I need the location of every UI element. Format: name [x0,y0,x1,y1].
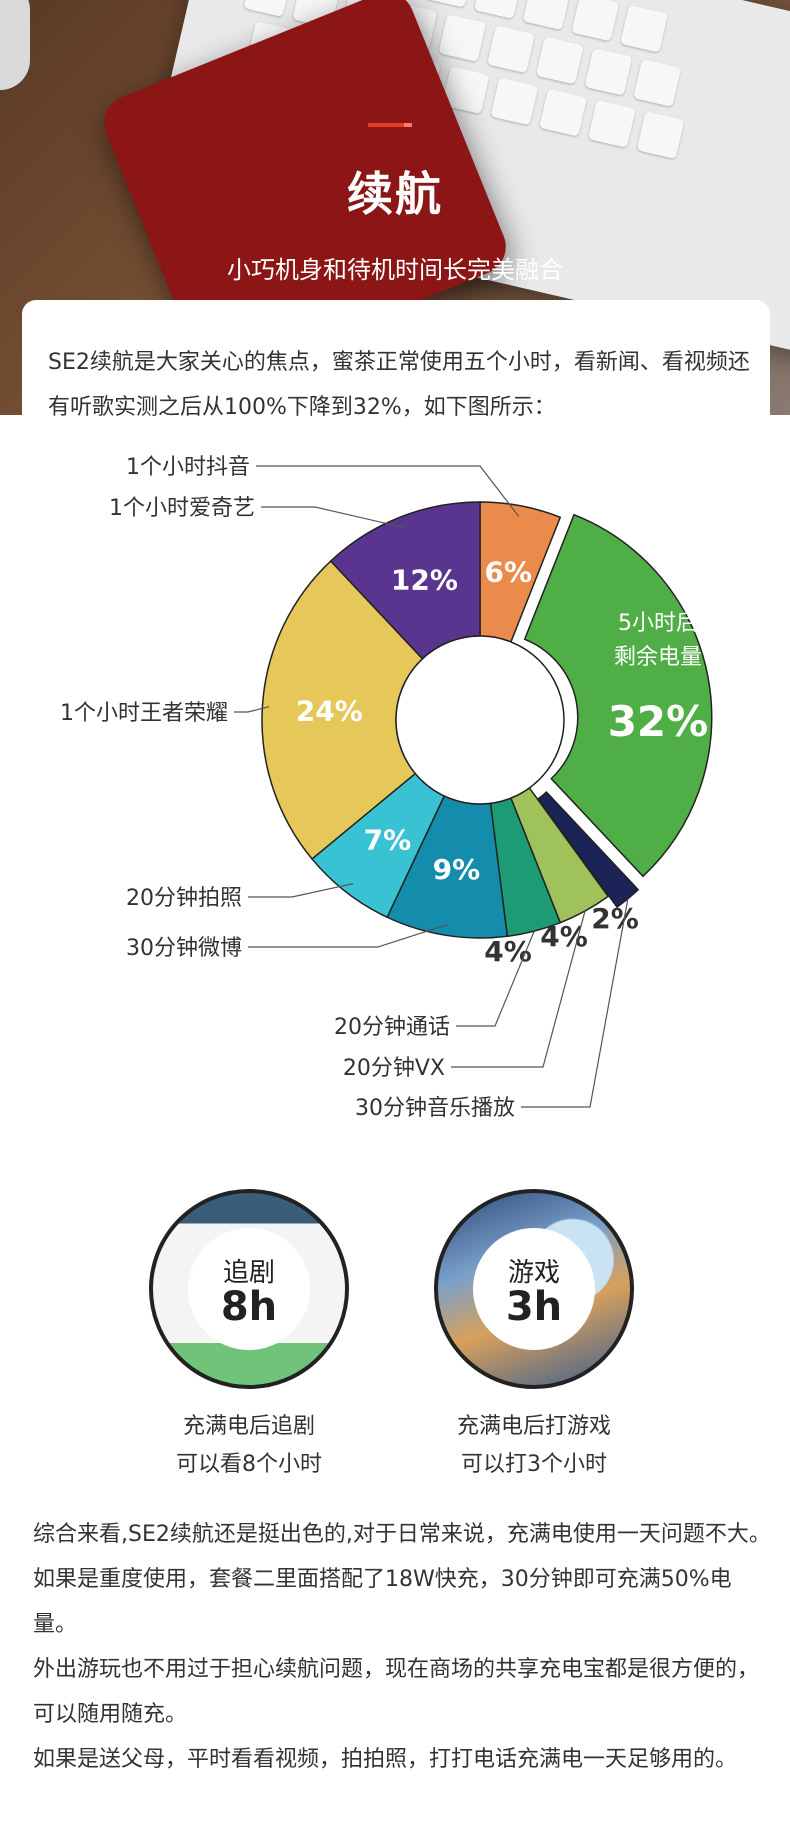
title-accent-bar [368,123,404,127]
summary-paragraph: 外出游玩也不用过于担心续航问题，现在商场的共享充电宝都是很方便的，可以随用随充。 [33,1657,760,1727]
slice-category-label: 30分钟微博 [126,936,242,961]
drama-caption-line2: 可以看8个小时 [176,1452,322,1477]
drama-badge: 追剧 8h [149,1189,349,1389]
slice-category-label: 20分钟VX [343,1056,445,1081]
game-badge-center: 游戏 3h [473,1228,595,1350]
battery-pie-chart: 6%1个小时抖音5小时后剩余电量32%2%30分钟音乐播放4%20分钟VX4%2… [60,455,713,1121]
slice-percent-label: 24% [296,695,363,728]
slice-percent-label: 4% [484,935,532,968]
summary-text: 综合来看,SE2续航还是挺出色的,对于日常来说，充满电使用一天问题不大。如果是重… [33,1512,773,1782]
slice-percent-label: 2% [591,902,639,935]
game-caption-line2: 可以打3个小时 [461,1452,607,1477]
leader-line [456,930,535,1027]
slice-category-label: 1个小时王者荣耀 [60,701,228,726]
leader-line [261,506,404,529]
slice-category-label: 1个小时爱奇艺 [109,496,255,521]
leader-line [248,923,448,948]
leader-line [248,883,354,898]
page-subtitle: 小巧机身和待机时间长完美融合 [227,256,563,284]
slice-category-label: 20分钟拍照 [126,886,242,911]
slice-percent-label: 12% [391,564,458,597]
game-badge-hours: 3h [505,1284,563,1330]
leader-line [234,706,270,713]
slice-percent-label: 32% [608,697,709,746]
page-title: 续航 [347,167,443,221]
summary-paragraph: 如果是送父母，平时看看视频，拍拍照，打打电话充满电一天足够用的。 [33,1747,738,1772]
drama-badge-hours: 8h [220,1284,278,1330]
leader-line [451,910,586,1068]
drama-caption-line1: 充满电后追剧 [182,1414,315,1439]
drama-badge-label: 追剧 [222,1258,275,1288]
intro-text: SE2续航是大家关心的焦点，蜜茶正常使用五个小时，看新闻、看视频还有听歌实测之后… [48,350,750,420]
slice-category-label: 1个小时抖音 [126,455,250,480]
slice-percent-label: 7% [364,823,412,856]
slice-name-label: 剩余电量 [614,645,702,670]
summary-paragraph: 综合来看,SE2续航还是挺出色的,对于日常来说，充满电使用一天问题不大。如果是重… [33,1522,771,1637]
slice-category-label: 20分钟通话 [334,1015,450,1040]
title-accent-dot [404,123,412,127]
slice-name-label: 5小时后 [618,611,698,636]
pie-slice [537,790,640,909]
drama-badge-center: 追剧 8h [188,1228,310,1350]
pie-center-hole [395,635,565,805]
game-caption: 充满电后打游戏 可以打3个小时 [384,1408,684,1484]
game-badge: 游戏 3h [434,1189,634,1389]
pie-slice [523,513,713,878]
slice-percent-label: 9% [433,853,481,886]
game-badge-label: 游戏 [507,1258,560,1288]
leader-line [256,465,520,517]
mouse-photo [0,0,30,90]
leader-line [521,898,629,1108]
drama-caption: 充满电后追剧 可以看8个小时 [99,1408,399,1484]
game-caption-line1: 充满电后打游戏 [456,1414,611,1439]
slice-category-label: 30分钟音乐播放 [355,1096,515,1121]
slice-percent-label: 6% [485,556,533,589]
